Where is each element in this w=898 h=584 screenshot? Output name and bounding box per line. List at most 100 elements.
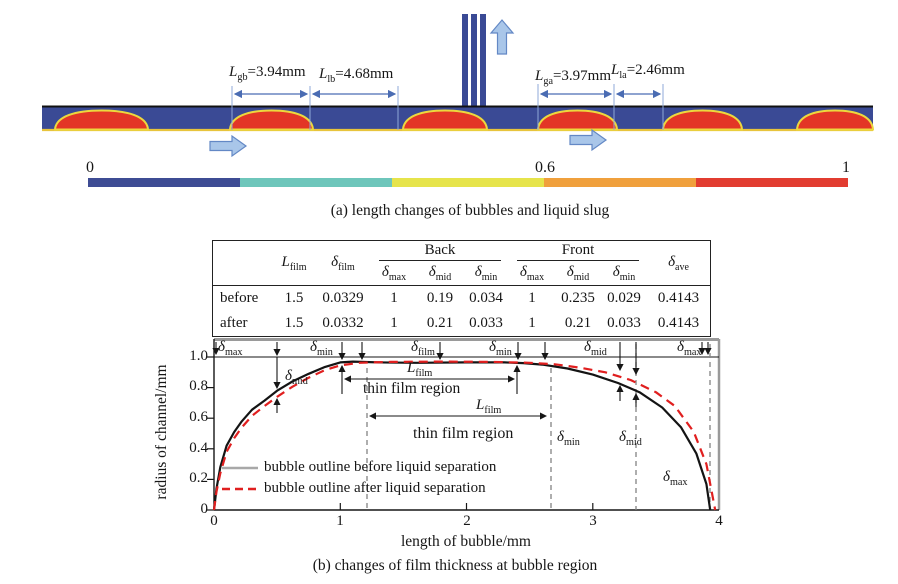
cell: 0.033 (607, 315, 641, 331)
table-row-after: after 1.5 0.0332 1 0.21 0.033 1 0.21 0.0… (213, 311, 711, 337)
row-label: after (220, 315, 248, 331)
legend-label-after: bubble outline after liquid separation (264, 480, 486, 496)
caption-panel-a: (a) length changes of bubbles and liquid… (330, 202, 610, 219)
annotation-thin-film-back: thin film region (363, 380, 461, 397)
annotation-dmin-right: δmin (557, 429, 580, 448)
colorbar-segment (696, 178, 848, 187)
branch-bar (462, 14, 468, 108)
plot-frame (207, 338, 721, 511)
cell: 1.5 (284, 315, 304, 331)
y-tick-label: 0.2 (189, 470, 208, 486)
colorbar-segment (544, 178, 696, 187)
x-ticks (339, 503, 594, 510)
strip-label-dfilm: δfilm (411, 339, 435, 358)
annotation-lfilm-back: Lfilm (407, 360, 433, 379)
annotation-dmid-left: δmid (285, 368, 308, 387)
y-tick-label: 0.4 (189, 440, 208, 456)
strip-label-dmid-front: δmid (584, 339, 607, 358)
x-tick-label: 3 (589, 513, 597, 529)
cell: 0.033 (469, 315, 503, 331)
colorbar-segment (88, 178, 240, 187)
y-tick-label: 0 (200, 501, 209, 517)
dimension-label-lga: Lga=3.97mm (535, 68, 612, 87)
cell: 1 (528, 315, 536, 331)
bubble (795, 109, 875, 131)
dimension-label-llb: Llb=4.68mm (319, 66, 394, 85)
group-header-back: Back (371, 241, 509, 263)
colorbar-segment (392, 178, 544, 187)
flow-arrow-right-icon (569, 128, 608, 152)
cell: 0.235 (561, 290, 595, 306)
col-header-dfilm: δfilm (315, 240, 371, 286)
x-tick-label: 0 (210, 513, 218, 529)
annotation-lfilm-front: Lfilm (476, 397, 502, 416)
annotation-dmid-right: δmid (619, 429, 642, 448)
cell: 0.0332 (322, 315, 364, 331)
x-tick-label: 1 (336, 513, 344, 529)
group-header-back-label: Back (379, 242, 501, 261)
cell: 1 (390, 290, 398, 306)
y-ticks (207, 356, 214, 511)
branch-bar (471, 14, 477, 108)
cell: 0.4143 (657, 290, 700, 306)
y-tick-label: 1.0 (189, 348, 208, 364)
cell: 0.0329 (322, 290, 364, 306)
col-header-dave: δave (647, 240, 711, 286)
branch-bar (480, 14, 486, 108)
table-corner-cell (212, 240, 273, 286)
curve-after-separation (212, 360, 717, 511)
x-tick-label: 2 (463, 513, 471, 529)
l-film-arrows (343, 375, 548, 420)
bubble (401, 109, 489, 131)
strip-label-dmin-front: δmin (489, 339, 512, 358)
y-tick-label: 0.8 (189, 378, 208, 394)
bubble (536, 109, 619, 131)
colorbar-tick-1: 1 (842, 159, 850, 176)
colorbar-tick-0: 0 (86, 159, 94, 176)
cell: 0.029 (607, 290, 641, 306)
dimension-label-lgb: Lgb=3.94mm (229, 64, 306, 83)
strip-label-dmin-back: δmin (310, 339, 333, 358)
table-subheader-row: δmax δmid δmin δmax δmid δmin (213, 262, 711, 286)
subheader-front-dmid: δmid (555, 262, 601, 286)
bubble (228, 109, 315, 131)
dimension-lines (231, 84, 664, 130)
cell: 0.21 (426, 315, 454, 331)
colorbar-tick-06: 0.6 (535, 159, 555, 176)
annotation-thin-film-front: thin film region (413, 425, 514, 442)
dimension-label-lla: Lla=2.46mm (611, 62, 685, 81)
row-label: before (220, 290, 259, 306)
film-thickness-table: Lfilm δfilm Back Front δave δmax δmid δm… (212, 240, 711, 337)
subheader-back-dmin: δmin (463, 262, 509, 286)
annotation-dmax-bottom-right: δmax (663, 469, 688, 488)
y-axis-title: radius of channel/mm (153, 364, 170, 500)
table-header-row: Lfilm δfilm Back Front δave (212, 240, 711, 286)
legend-label-before: bubble outline before liquid separation (264, 459, 497, 475)
col-header-lfilm: Lfilm (273, 240, 315, 286)
subheader-back-dmid: δmid (417, 262, 463, 286)
film-thickness-arrows (212, 342, 712, 413)
branch-channel (462, 14, 486, 108)
flow-arrow-up-icon (489, 19, 515, 55)
group-header-front-label: Front (517, 242, 639, 261)
x-axis-title: length of bubble/mm (400, 533, 531, 550)
bubble (661, 109, 744, 131)
colorbar (88, 178, 848, 187)
group-header-front: Front (509, 241, 647, 263)
y-tick-label: 0.6 (189, 409, 208, 425)
strip-label-dmax-left: δmax (218, 339, 243, 358)
cell: 1 (528, 290, 536, 306)
subheader-back-dmax: δmax (371, 262, 417, 286)
cell: 0.4143 (657, 315, 700, 331)
bubbles (53, 109, 875, 131)
cell: 1 (390, 315, 398, 331)
x-tick-label: 4 (715, 513, 723, 529)
cell: 0.19 (426, 290, 454, 306)
caption-panel-b: (b) changes of film thickness at bubble … (312, 557, 598, 574)
subheader-front-dmax: δmax (509, 262, 555, 286)
strip-label-dmax-right: δmax (677, 339, 702, 358)
bubble (53, 109, 150, 131)
flow-arrow-right-icon (209, 134, 248, 158)
